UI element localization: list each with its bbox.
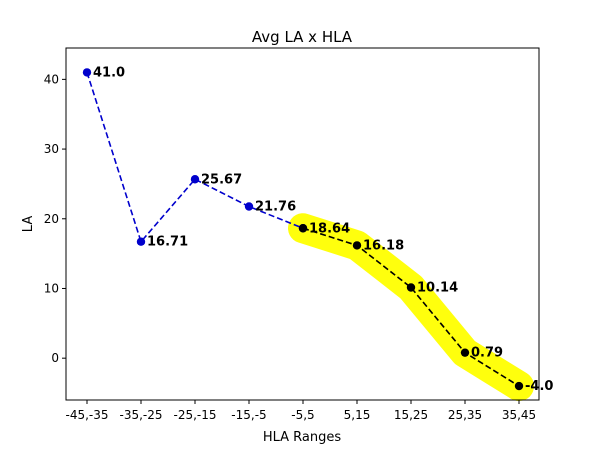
data-labels-layer: 41.016.7125.6721.7618.6416.1810.140.79-4…: [93, 65, 553, 394]
series-line-0: [86, 72, 304, 244]
y-tick-label-4: 40: [44, 72, 59, 86]
data-label-0-3: 21.76: [255, 200, 296, 215]
series-layer: [82, 68, 524, 391]
data-label-1-2: 10.14: [417, 280, 458, 295]
x-tick-label-7: 25,35: [448, 408, 482, 422]
data-label-1-3: 0.79: [471, 346, 503, 361]
y-tick-label-2: 20: [44, 212, 59, 226]
x-tick-label-8: 35,45: [502, 408, 536, 422]
data-label-0-0: 41.0: [93, 65, 125, 80]
y-tick-label-3: 30: [44, 142, 59, 156]
x-tick-label-3: -15,-5: [231, 408, 266, 422]
data-label-0-1: 16.71: [147, 235, 188, 250]
x-tick-label-2: -25,-15: [173, 408, 216, 422]
x-tick-label-4: -5,5: [291, 408, 314, 422]
data-point-0-1: [136, 237, 146, 246]
y-axis: 0 10 20 30 40: [44, 72, 66, 365]
data-point-1-0: [298, 224, 308, 233]
x-tick-label-6: 15,25: [394, 408, 428, 422]
y-tick-label-0: 0: [51, 351, 59, 365]
x-axis: -45,-35 -35,-25 -25,-15 -15,-5 -5,5 5,15 15,25…: [65, 400, 536, 422]
x-tick-label-0: -45,-35: [65, 408, 108, 422]
data-point-1-3: [460, 348, 470, 357]
data-label-1-0: 18.64: [309, 221, 350, 236]
data-point-1-4: [514, 381, 524, 391]
y-axis-label: LA: [21, 216, 36, 233]
y-tick-label-1: 10: [44, 281, 59, 295]
data-label-1-1: 16.18: [363, 238, 404, 253]
series-line-1: [302, 227, 520, 387]
x-tick-label-5: 5,15: [344, 408, 371, 422]
chart-title: Avg LA x HLA: [252, 28, 353, 46]
data-point-0-0: [82, 68, 92, 77]
data-label-0-2: 25.67: [201, 172, 242, 187]
data-point-0-2: [190, 175, 200, 184]
data-point-1-2: [406, 283, 416, 292]
data-point-1-1: [352, 241, 362, 250]
x-axis-label: HLA Ranges: [263, 430, 342, 445]
data-point-0-3: [244, 202, 254, 211]
x-tick-label-1: -35,-25: [119, 408, 162, 422]
